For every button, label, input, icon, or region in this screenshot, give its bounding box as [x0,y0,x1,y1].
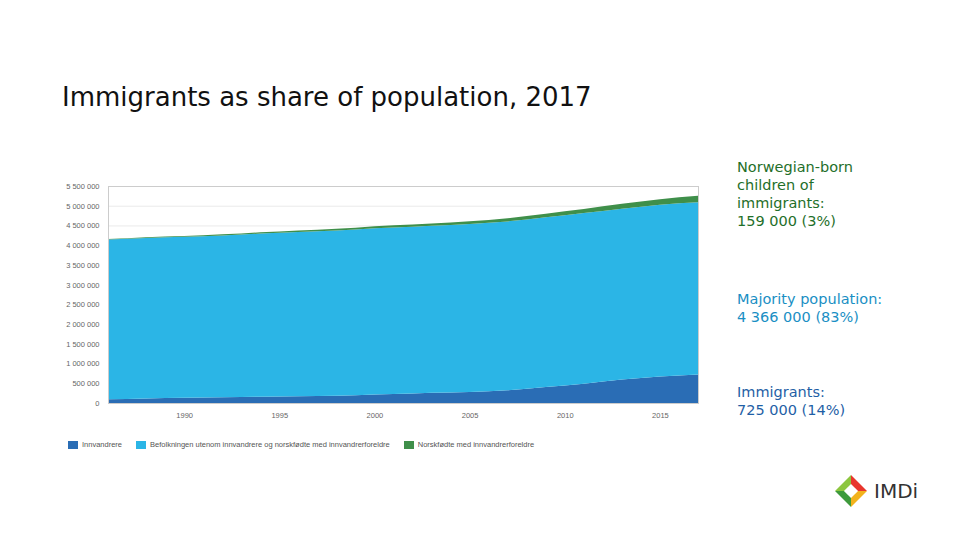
svg-text:3 000 000: 3 000 000 [66,281,99,290]
svg-text:1 000 000: 1 000 000 [66,359,99,368]
html-text:Innvandrere: Innvandrere [82,440,122,449]
svg-text:4 000 000: 4 000 000 [66,241,99,250]
svg-text:2010: 2010 [557,411,574,420]
svg-text:500 000: 500 000 [72,379,99,388]
svg-text:1995: 1995 [271,411,288,420]
html-text:Norwegian-born children of imm: Norwegian-born children of immigrants: 1… [737,159,853,229]
svg-text:2000: 2000 [367,411,384,420]
svg-text:1990: 1990 [176,411,193,420]
html-text:Befolkningen utenom innvandrer: Befolkningen utenom innvandrere og norsk… [150,440,390,449]
html-text:Immigrants: 725 000 (14%): Immigrants: 725 000 (14%) [737,384,846,418]
html-text:Immigrants as share of populat: Immigrants as share of population, 2017 [62,82,592,112]
svg-text:0: 0 [95,399,99,408]
svg-text:2 500 000: 2 500 000 [66,300,99,309]
html-text:IMDi: IMDi [874,479,919,503]
html-text:Majority population: 4 366 000: Majority population: 4 366 000 (83%) [737,291,883,325]
svg-text:2015: 2015 [652,411,669,420]
svg-text:1 500 000: 1 500 000 [66,340,99,349]
svg-text:2005: 2005 [462,411,479,420]
svg-text:5 500 000: 5 500 000 [66,182,99,191]
svg-text:4 500 000: 4 500 000 [66,221,99,230]
html-text:Norskfødte med innvandrerforel: Norskfødte med innvandrerforeldre [417,440,535,449]
svg-text:3 500 000: 3 500 000 [66,261,99,270]
svg-text:5 000 000: 5 000 000 [66,202,99,211]
svg-text:2 000 000: 2 000 000 [66,320,99,329]
